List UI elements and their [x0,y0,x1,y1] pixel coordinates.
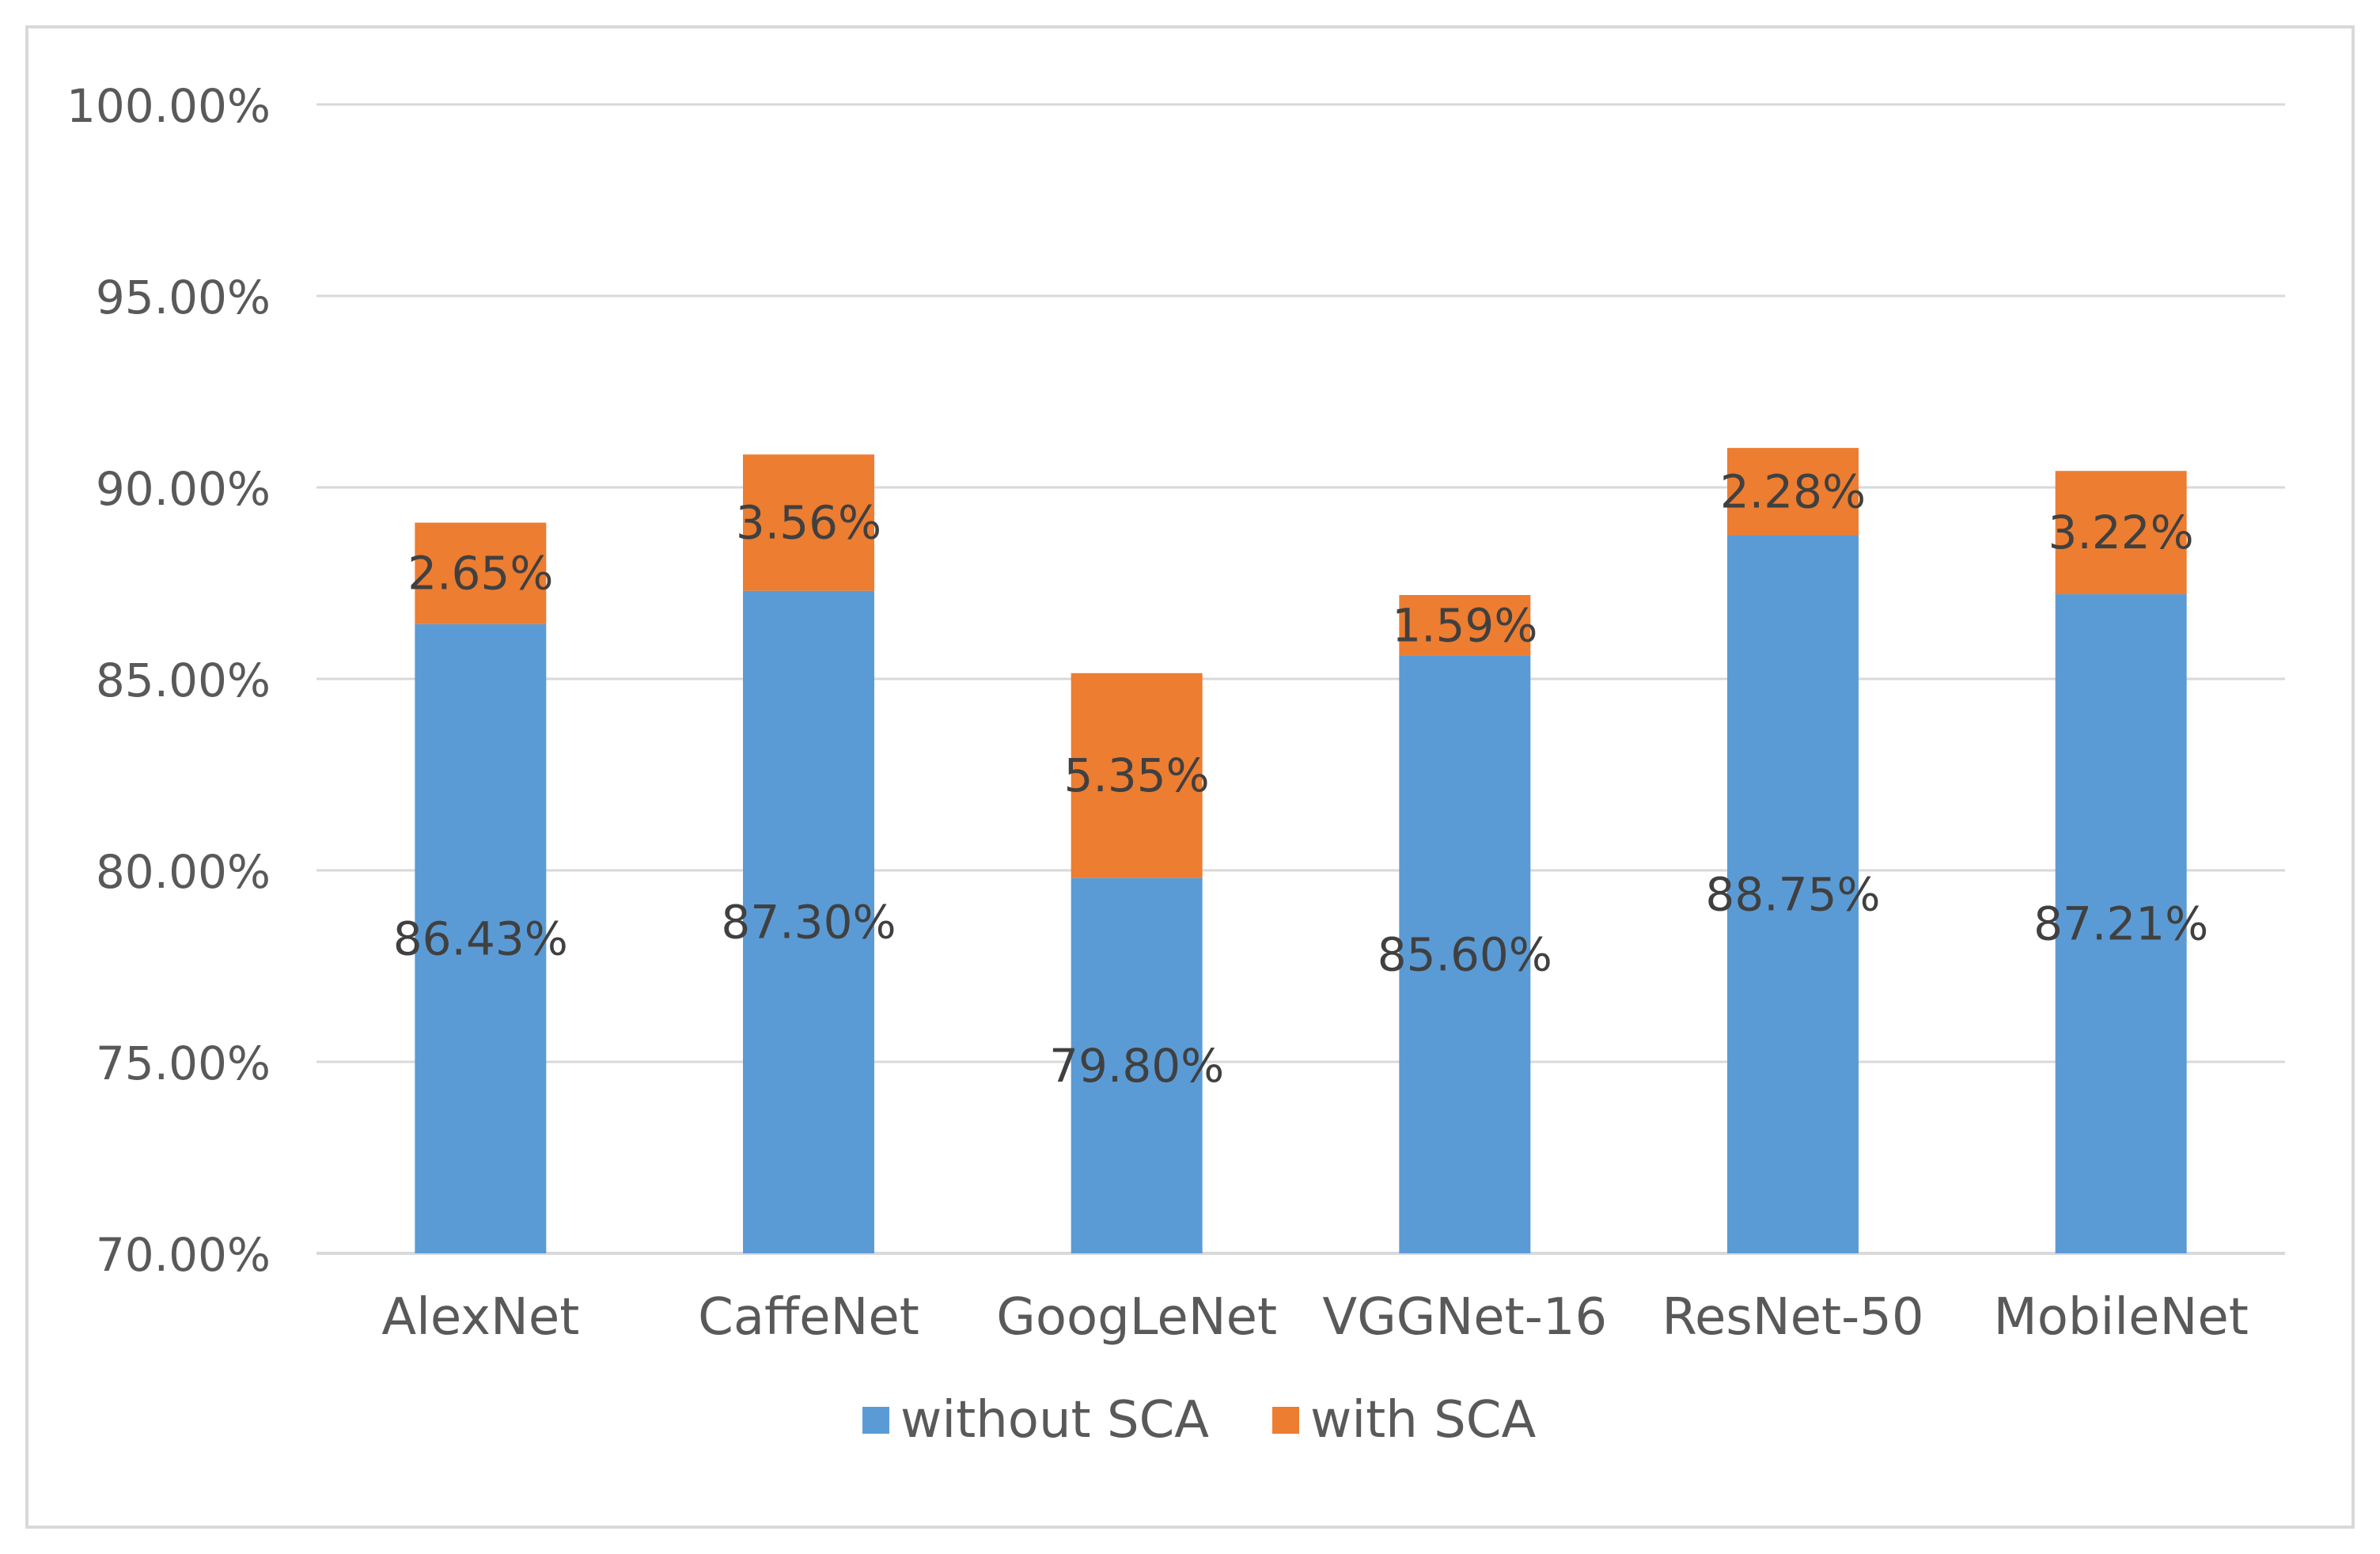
y-tick-label: 85.00% [96,654,271,707]
bar-without-sca [1071,877,1203,1253]
y-tick-label: 100.00% [66,79,271,133]
data-label-with-sca: 1.59% [1392,598,1537,652]
legend-label: with SCA [1310,1391,1536,1450]
bar-without-sca [415,623,547,1253]
bar-without-sca [1727,535,1859,1253]
x-category-label: MobileNet [1994,1288,2249,1347]
data-label-with-sca: 2.28% [1720,464,1866,518]
bar-without-sca [2055,594,2187,1253]
data-label-with-sca: 2.65% [407,547,553,601]
bar-with-sca [1727,448,1859,536]
bar-with-sca [743,454,874,591]
y-tick-label: 80.00% [96,845,271,899]
legend-swatch [1272,1407,1299,1434]
data-label-without-sca: 79.80% [1049,1039,1224,1093]
bar-without-sca [1399,655,1531,1253]
bar-without-sca [743,590,874,1253]
x-category-label: ResNet-50 [1662,1288,1923,1347]
data-label-without-sca: 88.75% [1705,867,1880,921]
legend-label: without SCA [900,1391,1209,1450]
bar-with-sca [1399,595,1531,656]
data-label-with-sca: 3.56% [736,496,881,550]
bar-with-sca [2055,471,2187,595]
legend-swatch [862,1407,889,1434]
data-label-without-sca: 87.30% [721,895,896,949]
bar-with-sca [1071,673,1203,878]
y-tick-label: 75.00% [96,1037,271,1090]
y-tick-label: 70.00% [96,1228,271,1282]
data-label-without-sca: 85.60% [1378,927,1552,981]
x-category-label: VGGNet-16 [1322,1288,1607,1347]
x-category-label: GoogLeNet [996,1288,1277,1347]
bar-with-sca [415,522,547,624]
data-label-without-sca: 86.43% [393,912,568,965]
y-tick-label: 95.00% [96,271,271,324]
data-label-without-sca: 87.21% [2033,897,2208,951]
data-label-with-sca: 3.22% [2048,506,2194,559]
chart-border [25,25,2355,1529]
y-tick-label: 90.00% [96,462,271,516]
data-label-with-sca: 5.35% [1064,749,1210,802]
x-category-label: AlexNet [381,1288,579,1347]
x-category-label: CaffeNet [698,1288,919,1347]
